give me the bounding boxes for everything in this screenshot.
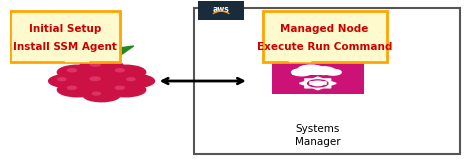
FancyBboxPatch shape: [9, 11, 120, 62]
Text: Execute Run Command: Execute Run Command: [257, 42, 392, 52]
Circle shape: [67, 86, 76, 89]
FancyBboxPatch shape: [262, 11, 387, 62]
Circle shape: [118, 75, 154, 87]
Circle shape: [67, 69, 76, 72]
Circle shape: [308, 80, 328, 87]
Circle shape: [292, 69, 312, 76]
FancyBboxPatch shape: [194, 8, 461, 154]
Circle shape: [298, 65, 324, 74]
Text: Managed Node: Managed Node: [281, 24, 369, 34]
Polygon shape: [290, 60, 327, 62]
FancyBboxPatch shape: [292, 70, 337, 75]
Circle shape: [80, 59, 123, 74]
Polygon shape: [99, 46, 134, 60]
Text: Initial Setup: Initial Setup: [29, 24, 101, 34]
Circle shape: [115, 86, 124, 89]
Circle shape: [115, 69, 124, 72]
Circle shape: [58, 78, 66, 81]
Circle shape: [83, 89, 120, 102]
Circle shape: [57, 65, 98, 79]
Polygon shape: [300, 77, 336, 90]
Circle shape: [312, 81, 323, 85]
Circle shape: [79, 73, 124, 89]
Circle shape: [325, 69, 341, 75]
Circle shape: [311, 81, 324, 86]
Polygon shape: [67, 60, 88, 62]
Circle shape: [313, 67, 335, 75]
FancyBboxPatch shape: [272, 62, 364, 94]
Text: aws: aws: [213, 5, 229, 14]
Circle shape: [127, 78, 135, 81]
Circle shape: [105, 83, 146, 97]
Circle shape: [49, 75, 85, 87]
Circle shape: [57, 83, 98, 97]
Text: Install SSM Agent: Install SSM Agent: [13, 42, 117, 52]
FancyBboxPatch shape: [198, 1, 244, 21]
Circle shape: [90, 63, 100, 66]
Text: Systems
Manager: Systems Manager: [295, 124, 341, 147]
Circle shape: [105, 65, 146, 79]
Circle shape: [92, 92, 100, 95]
Circle shape: [90, 77, 100, 81]
Polygon shape: [69, 46, 104, 60]
